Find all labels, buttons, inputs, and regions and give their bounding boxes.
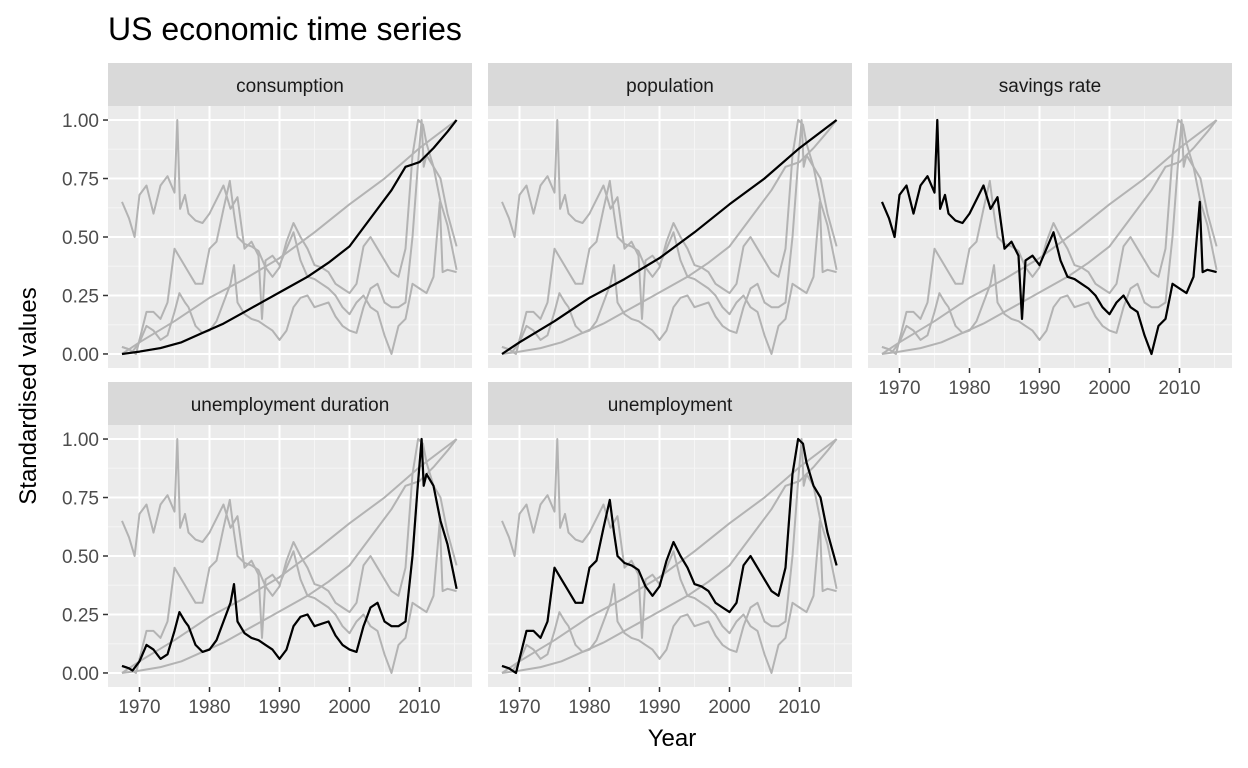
background-line-unemployment <box>121 438 458 674</box>
strip-population <box>488 63 852 106</box>
background-line-unemployment-duration <box>881 119 1218 353</box>
x-tick-label: 2010 <box>1158 378 1200 399</box>
y-tick-label: 0.50 <box>62 228 99 249</box>
x-tick-label: 1970 <box>878 378 920 399</box>
panel-unemployment-duration: unemployment duration 0.00 0.25 0.50 0.75 1.0… <box>62 382 472 718</box>
strip-label: savings rate <box>999 76 1101 97</box>
series-line-consumption <box>121 119 458 356</box>
series-line-savings-rate <box>880 118 1217 356</box>
strip-consumption <box>108 63 472 106</box>
x-tick-label: 2010 <box>778 697 820 718</box>
panel-consumption: consumption 0.00 0.25 0.50 0.75 1.00 <box>62 63 472 368</box>
y-tick-label: 1.00 <box>62 430 99 451</box>
strip-unemployment <box>488 382 852 425</box>
strip-label: population <box>626 76 714 97</box>
x-tick-label: 1990 <box>638 697 680 718</box>
series-line-unemployment-duration <box>121 437 458 672</box>
background-line-unemployment-duration <box>501 119 838 353</box>
background-line-population <box>501 438 838 674</box>
panel-unemployment: unemployment 1970 1980 1990 2000 2010 <box>488 382 852 718</box>
y-tick-label: 0.75 <box>62 170 99 191</box>
panel-population: population <box>488 63 852 368</box>
strip-unemployment-duration <box>108 382 472 425</box>
x-tick-label: 1990 <box>1018 378 1060 399</box>
x-tick-label: 2010 <box>398 697 440 718</box>
x-tick-label: 1980 <box>948 378 990 399</box>
x-axis-title: Year <box>648 725 697 752</box>
y-tick-label: 1.00 <box>62 111 99 132</box>
x-tick-label: 1980 <box>188 697 230 718</box>
background-line-unemployment <box>121 119 458 355</box>
y-tick-label: 0.75 <box>62 489 99 510</box>
y-tick-label: 0.50 <box>62 547 99 568</box>
x-tick-label: 1970 <box>118 697 160 718</box>
background-line-population <box>121 119 458 355</box>
x-tick-label: 1990 <box>258 697 300 718</box>
background-line-unemployment <box>881 119 1218 355</box>
strip-label: unemployment duration <box>191 395 390 416</box>
x-tick-label: 2000 <box>328 697 370 718</box>
background-line-population <box>121 438 458 674</box>
x-tick-label: 2000 <box>1088 378 1130 399</box>
y-tick-label: 0.00 <box>62 345 99 366</box>
background-line-unemployment-duration <box>121 119 458 353</box>
y-tick-label: 0.00 <box>62 664 99 685</box>
y-tick-label: 0.25 <box>62 286 99 307</box>
x-tick-label: 2000 <box>708 697 750 718</box>
background-line-population <box>881 119 1218 355</box>
y-tick-label: 0.25 <box>62 605 99 626</box>
strip-label: consumption <box>236 76 344 97</box>
background-line-unemployment <box>501 119 838 355</box>
series-line-unemployment <box>501 437 838 675</box>
x-tick-label: 1980 <box>568 697 610 718</box>
x-tick-label: 1970 <box>498 697 540 718</box>
strip-savings-rate <box>868 63 1232 106</box>
y-axis-title: Standardised values <box>15 287 42 504</box>
strip-label: unemployment <box>608 395 733 416</box>
chart-title: US economic time series <box>108 11 462 47</box>
panel-savings-rate: savings rate 1970 1980 1990 2000 2010 <box>868 63 1232 399</box>
facet-panels: consumption 0.00 0.25 0.50 0.75 1.00 populatio… <box>62 63 1232 718</box>
series-line-population <box>501 119 838 355</box>
background-line-unemployment-duration <box>501 438 838 672</box>
